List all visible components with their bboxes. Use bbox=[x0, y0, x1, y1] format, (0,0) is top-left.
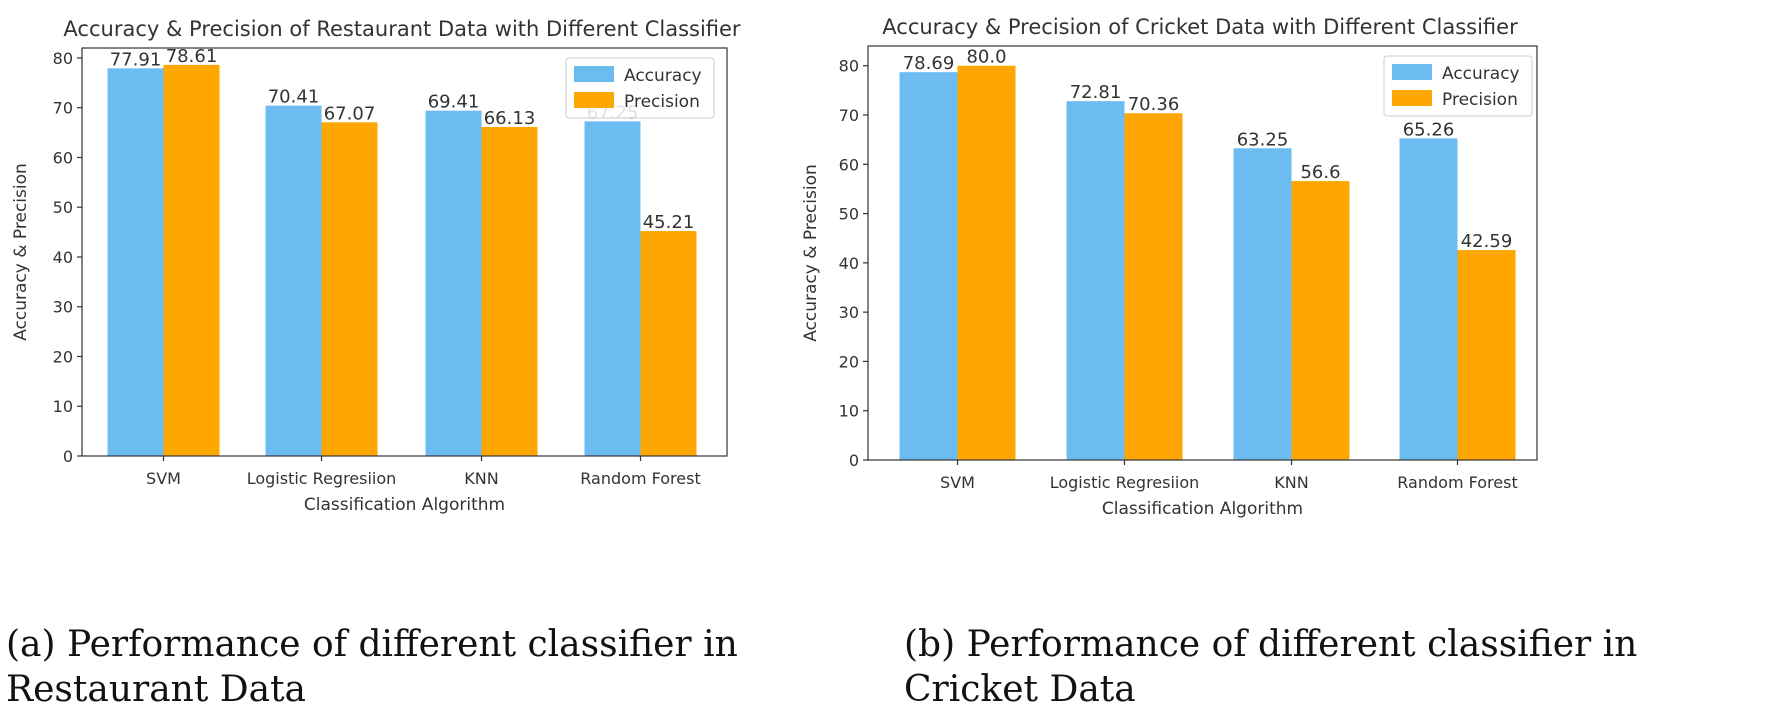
data-label-accuracy-2: 63.25 bbox=[1237, 129, 1289, 150]
data-label-accuracy-1: 72.81 bbox=[1070, 82, 1122, 103]
y-tick-label: 30 bbox=[53, 298, 73, 317]
data-label-precision-2: 56.6 bbox=[1300, 162, 1340, 183]
legend-label-accuracy: Accuracy bbox=[1442, 64, 1520, 84]
legend-swatch-precision bbox=[1392, 90, 1432, 106]
bar-precision-2 bbox=[481, 126, 538, 457]
bar-accuracy-0 bbox=[107, 68, 164, 456]
bar-precision-0 bbox=[957, 65, 1016, 460]
x-axis-label: Classification Algorithm bbox=[304, 495, 505, 515]
bar-accuracy-2 bbox=[1233, 148, 1292, 460]
legend-label-precision: Precision bbox=[624, 92, 700, 112]
bar-precision-1 bbox=[1124, 113, 1183, 461]
y-tick-label: 30 bbox=[839, 303, 859, 322]
chart-title: Accuracy & Precision of Cricket Data wit… bbox=[882, 15, 1518, 39]
y-tick-label: 50 bbox=[53, 198, 73, 217]
bar-accuracy-0 bbox=[899, 72, 958, 460]
data-label-precision-1: 67.07 bbox=[324, 103, 376, 124]
bar-accuracy-1 bbox=[1066, 101, 1125, 461]
y-tick-label: 40 bbox=[839, 254, 859, 273]
legend-swatch-accuracy bbox=[574, 66, 614, 82]
plot-frame bbox=[867, 45, 1538, 461]
y-tick-label: 0 bbox=[63, 447, 73, 466]
figure-panel-a: Accuracy & Precision of Restaurant Data … bbox=[6, 17, 741, 710]
cricket-chart: Accuracy & Precision of Cricket Data wit… bbox=[801, 15, 1538, 519]
legend: Accuracy Precision bbox=[1383, 55, 1533, 117]
x-axis-label: Classification Algorithm bbox=[1102, 499, 1303, 519]
data-label-precision-3: 42.59 bbox=[1461, 231, 1513, 252]
legend: Accuracy Precision bbox=[565, 57, 715, 119]
legend-label-precision: Precision bbox=[1442, 90, 1518, 110]
bar-accuracy-3 bbox=[1399, 138, 1458, 460]
y-tick-label: 50 bbox=[839, 205, 859, 224]
y-tick-label: 60 bbox=[53, 148, 73, 167]
y-axis-label: Accuracy & Precision bbox=[11, 163, 31, 341]
bar-accuracy-2 bbox=[425, 110, 482, 456]
data-label-accuracy-2: 69.41 bbox=[428, 92, 480, 113]
legend-swatch-precision bbox=[574, 92, 614, 108]
bar-accuracy-1 bbox=[265, 105, 322, 456]
data-label-accuracy-0: 78.69 bbox=[903, 53, 955, 74]
y-tick-label: 0 bbox=[849, 451, 859, 470]
data-label-accuracy-3: 65.26 bbox=[1403, 119, 1455, 140]
bar-precision-3 bbox=[1457, 250, 1516, 460]
caption-a: (a) Performance of different classifier … bbox=[6, 624, 738, 710]
data-label-precision-1: 70.36 bbox=[1128, 94, 1180, 115]
bar-precision-3 bbox=[640, 231, 697, 456]
caption-b: (b) Performance of different classifier … bbox=[904, 624, 1638, 710]
restaurant-chart: Accuracy & Precision of Restaurant Data … bbox=[11, 17, 741, 515]
data-label-precision-2: 66.13 bbox=[484, 108, 536, 129]
data-label-precision-0: 78.61 bbox=[166, 46, 218, 67]
y-tick-label: 20 bbox=[53, 347, 73, 366]
x-tick-label: Logistic Regresiion bbox=[247, 469, 397, 488]
y-tick-label: 80 bbox=[839, 57, 859, 76]
y-tick-label: 20 bbox=[839, 352, 859, 371]
bar-precision-0 bbox=[163, 64, 220, 457]
x-tick-label: SVM bbox=[940, 473, 975, 492]
y-tick-label: 70 bbox=[53, 99, 73, 118]
y-tick-label: 60 bbox=[839, 155, 859, 174]
x-tick-label: Random Forest bbox=[580, 469, 700, 488]
y-axis-label: Accuracy & Precision bbox=[801, 164, 821, 342]
y-tick-label: 40 bbox=[53, 248, 73, 267]
x-tick-label: KNN bbox=[464, 469, 498, 488]
data-label-precision-3: 45.21 bbox=[643, 212, 695, 233]
bar-precision-2 bbox=[1291, 181, 1350, 461]
x-tick-label: Logistic Regresiion bbox=[1050, 473, 1200, 492]
bar-accuracy-3 bbox=[584, 121, 641, 456]
data-label-accuracy-0: 77.91 bbox=[110, 49, 162, 70]
y-tick-label: 10 bbox=[839, 402, 859, 421]
plot-frame bbox=[81, 47, 728, 457]
x-tick-label: KNN bbox=[1274, 473, 1308, 492]
data-label-precision-0: 80.0 bbox=[966, 47, 1006, 68]
y-tick-label: 10 bbox=[53, 397, 73, 416]
data-label-accuracy-1: 70.41 bbox=[268, 87, 320, 108]
legend-label-accuracy: Accuracy bbox=[624, 66, 702, 86]
x-tick-label: Random Forest bbox=[1397, 473, 1517, 492]
y-tick-label: 80 bbox=[53, 49, 73, 68]
legend-swatch-accuracy bbox=[1392, 64, 1432, 80]
chart-title: Accuracy & Precision of Restaurant Data … bbox=[63, 17, 741, 41]
figure-panel-b: Accuracy & Precision of Cricket Data wit… bbox=[801, 0, 1792, 715]
x-tick-label: SVM bbox=[146, 469, 181, 488]
y-tick-label: 70 bbox=[839, 106, 859, 125]
bar-precision-1 bbox=[321, 122, 378, 456]
